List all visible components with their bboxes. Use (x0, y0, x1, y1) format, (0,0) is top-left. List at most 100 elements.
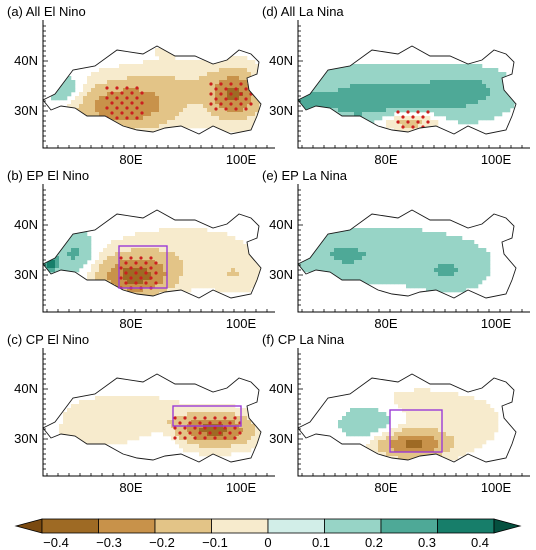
anomaly-cell (211, 108, 216, 113)
anomaly-cell (71, 268, 76, 273)
anomaly-cell (115, 252, 120, 257)
anomaly-cell (410, 92, 415, 97)
anomaly-cell (482, 252, 487, 257)
anomaly-cell (79, 96, 84, 101)
anomaly-cell (123, 108, 128, 113)
anomaly-cell (171, 244, 176, 249)
anomaly-cell (398, 444, 403, 449)
anomaly-cell (171, 92, 176, 97)
anomaly-cell (163, 416, 168, 421)
anomaly-cell (426, 92, 431, 97)
lon-label-100e: 100E (481, 316, 512, 331)
anomaly-cell (47, 80, 52, 85)
anomaly-cell (163, 264, 168, 269)
significance-dot (229, 82, 233, 86)
anomaly-cell (314, 256, 319, 261)
anomaly-cell (442, 104, 447, 109)
significance-dot (223, 426, 227, 430)
anomaly-cell (326, 240, 331, 245)
anomaly-cell (251, 100, 256, 105)
anomaly-cell (211, 116, 216, 121)
colorbar-low-arrow (14, 518, 43, 534)
anomaly-cell (490, 68, 495, 73)
anomaly-cell (239, 272, 244, 277)
anomaly-cell (410, 76, 415, 81)
significance-dot (228, 421, 232, 425)
anomaly-cell (494, 92, 499, 97)
anomaly-cell (167, 96, 172, 101)
anomaly-cell (75, 248, 80, 253)
anomaly-cell (131, 404, 136, 409)
anomaly-cell (338, 128, 343, 133)
anomaly-cell (155, 124, 160, 129)
anomaly-cell (239, 124, 244, 129)
anomaly-cell (147, 396, 152, 401)
anomaly-cell (414, 108, 419, 113)
anomaly-cell (227, 60, 232, 65)
anomaly-cell (426, 64, 431, 69)
anomaly-cell (402, 256, 407, 261)
anomaly-cell (346, 280, 351, 285)
anomaly-cell (87, 84, 92, 89)
anomaly-cell (394, 280, 399, 285)
anomaly-cell (107, 416, 112, 421)
anomaly-cell (438, 100, 443, 105)
anomaly-cell (147, 88, 152, 93)
anomaly-cell (71, 240, 76, 245)
anomaly-cell (143, 104, 148, 109)
anomaly-cell (79, 104, 84, 109)
anomaly-cell (374, 456, 379, 461)
anomaly-cell (127, 240, 132, 245)
anomaly-cell (159, 296, 164, 298)
significance-dot (411, 125, 415, 129)
anomaly-cell (195, 280, 200, 285)
anomaly-cell (334, 84, 339, 89)
anomaly-cell (263, 80, 267, 84)
anomaly-cell (83, 104, 88, 109)
anomaly-cell (466, 244, 471, 249)
anomaly-cell (255, 88, 260, 93)
significance-dot (224, 97, 228, 101)
anomaly-cell (75, 240, 80, 245)
anomaly-cell (426, 116, 431, 121)
anomaly-cell (470, 88, 475, 93)
anomaly-cell (203, 444, 208, 449)
anomaly-cell (115, 108, 120, 113)
anomaly-cell (482, 264, 487, 269)
anomaly-cell (223, 60, 228, 65)
anomaly-cell (247, 60, 252, 65)
anomaly-cell (410, 260, 415, 265)
anomaly-field (338, 388, 499, 462)
anomaly-cell (251, 120, 256, 125)
anomaly-cell (382, 112, 387, 117)
anomaly-cell (231, 268, 236, 273)
anomaly-cell (255, 416, 260, 421)
anomaly-cell (183, 440, 188, 445)
anomaly-cell (127, 92, 132, 97)
anomaly-cell (402, 228, 407, 233)
significance-dot (120, 111, 124, 115)
anomaly-cell (179, 276, 184, 281)
anomaly-cell (179, 440, 184, 445)
anomaly-cell (167, 260, 172, 265)
anomaly-cell (442, 412, 447, 417)
anomaly-cell (426, 72, 431, 77)
anomaly-cell (418, 392, 423, 397)
anomaly-cell (366, 116, 371, 121)
anomaly-cell (362, 432, 367, 437)
anomaly-cell (374, 92, 379, 97)
anomaly-cell (458, 448, 463, 453)
anomaly-cell (63, 96, 68, 101)
anomaly-cell (422, 400, 427, 405)
anomaly-cell (318, 272, 323, 277)
anomaly-cell (183, 232, 188, 237)
anomaly-cell (438, 424, 443, 429)
anomaly-cell (227, 116, 232, 121)
anomaly-cell (442, 96, 447, 101)
anomaly-cell (430, 448, 435, 453)
anomaly-cell (314, 100, 319, 105)
colorbar: −0.4 −0.3 −0.2 −0.1 0 0.1 0.2 0.3 0.4 (14, 518, 522, 550)
anomaly-cell (211, 64, 216, 69)
anomaly-cell (79, 420, 84, 425)
